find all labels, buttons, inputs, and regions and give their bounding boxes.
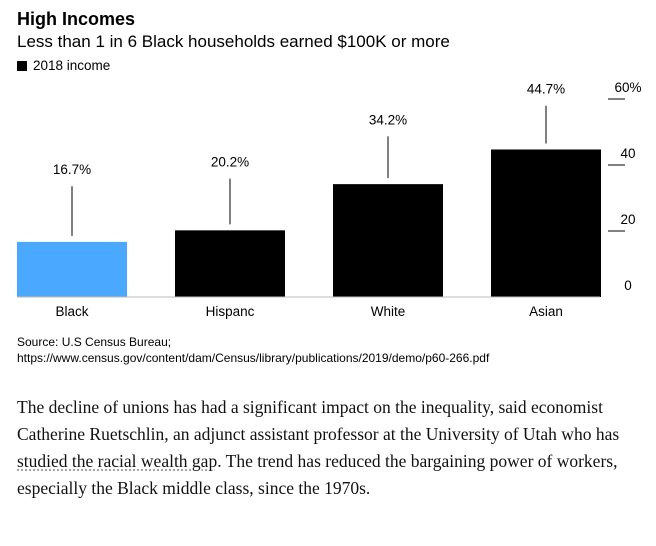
article-text-after-link: . The trend has reduced the bargaining p… <box>17 451 618 498</box>
source-line-1: Source: U.S Census Bureau; <box>17 335 172 349</box>
bar-black <box>17 241 127 297</box>
value-label-white: 34.2% <box>369 112 407 127</box>
bar-hispanc <box>175 230 285 297</box>
article-text-before-link: The decline of unions has had a signific… <box>17 397 620 444</box>
category-label-black: Black <box>55 304 88 319</box>
value-label-asian: 44.7% <box>527 82 565 97</box>
bar-asian <box>491 149 601 297</box>
article-paragraph: The decline of unions has had a signific… <box>17 394 647 502</box>
legend: 2018 income <box>17 58 110 73</box>
chart-title: High Incomes <box>17 9 136 29</box>
bar-white <box>333 184 443 297</box>
bar-chart: 16.7% Black 20.2% Hispanc 34.2% White 44.7% Asi… <box>17 80 642 319</box>
bars-layer: 16.7% Black 20.2% Hispanc 34.2% White 44.7% Asi… <box>17 82 601 319</box>
legend-label: 2018 income <box>33 58 111 73</box>
category-label-asian: Asian <box>529 304 563 319</box>
y-axis: 0 20 40 60% <box>608 80 642 293</box>
value-label-black: 16.7% <box>53 162 91 177</box>
legend-swatch <box>17 60 27 71</box>
racial-wealth-gap-link[interactable]: studied the racial wealth gap <box>17 451 218 471</box>
y-tick-label-60: 60% <box>614 80 641 95</box>
y-tick-label-20: 20 <box>620 212 635 227</box>
value-label-hispanc: 20.2% <box>211 155 249 170</box>
source-url[interactable]: https://www.census.gov/content/dam/Censu… <box>17 351 490 365</box>
y-tick-label-40: 40 <box>620 146 635 161</box>
chart-subtitle: Less than 1 in 6 Black households earned… <box>17 32 450 51</box>
y-tick-label-0: 0 <box>624 278 632 293</box>
category-label-hispanc: Hispanc <box>206 304 255 319</box>
source-note: Source: U.S Census Bureau; https://www.c… <box>17 334 637 366</box>
category-label-white: White <box>371 304 406 319</box>
